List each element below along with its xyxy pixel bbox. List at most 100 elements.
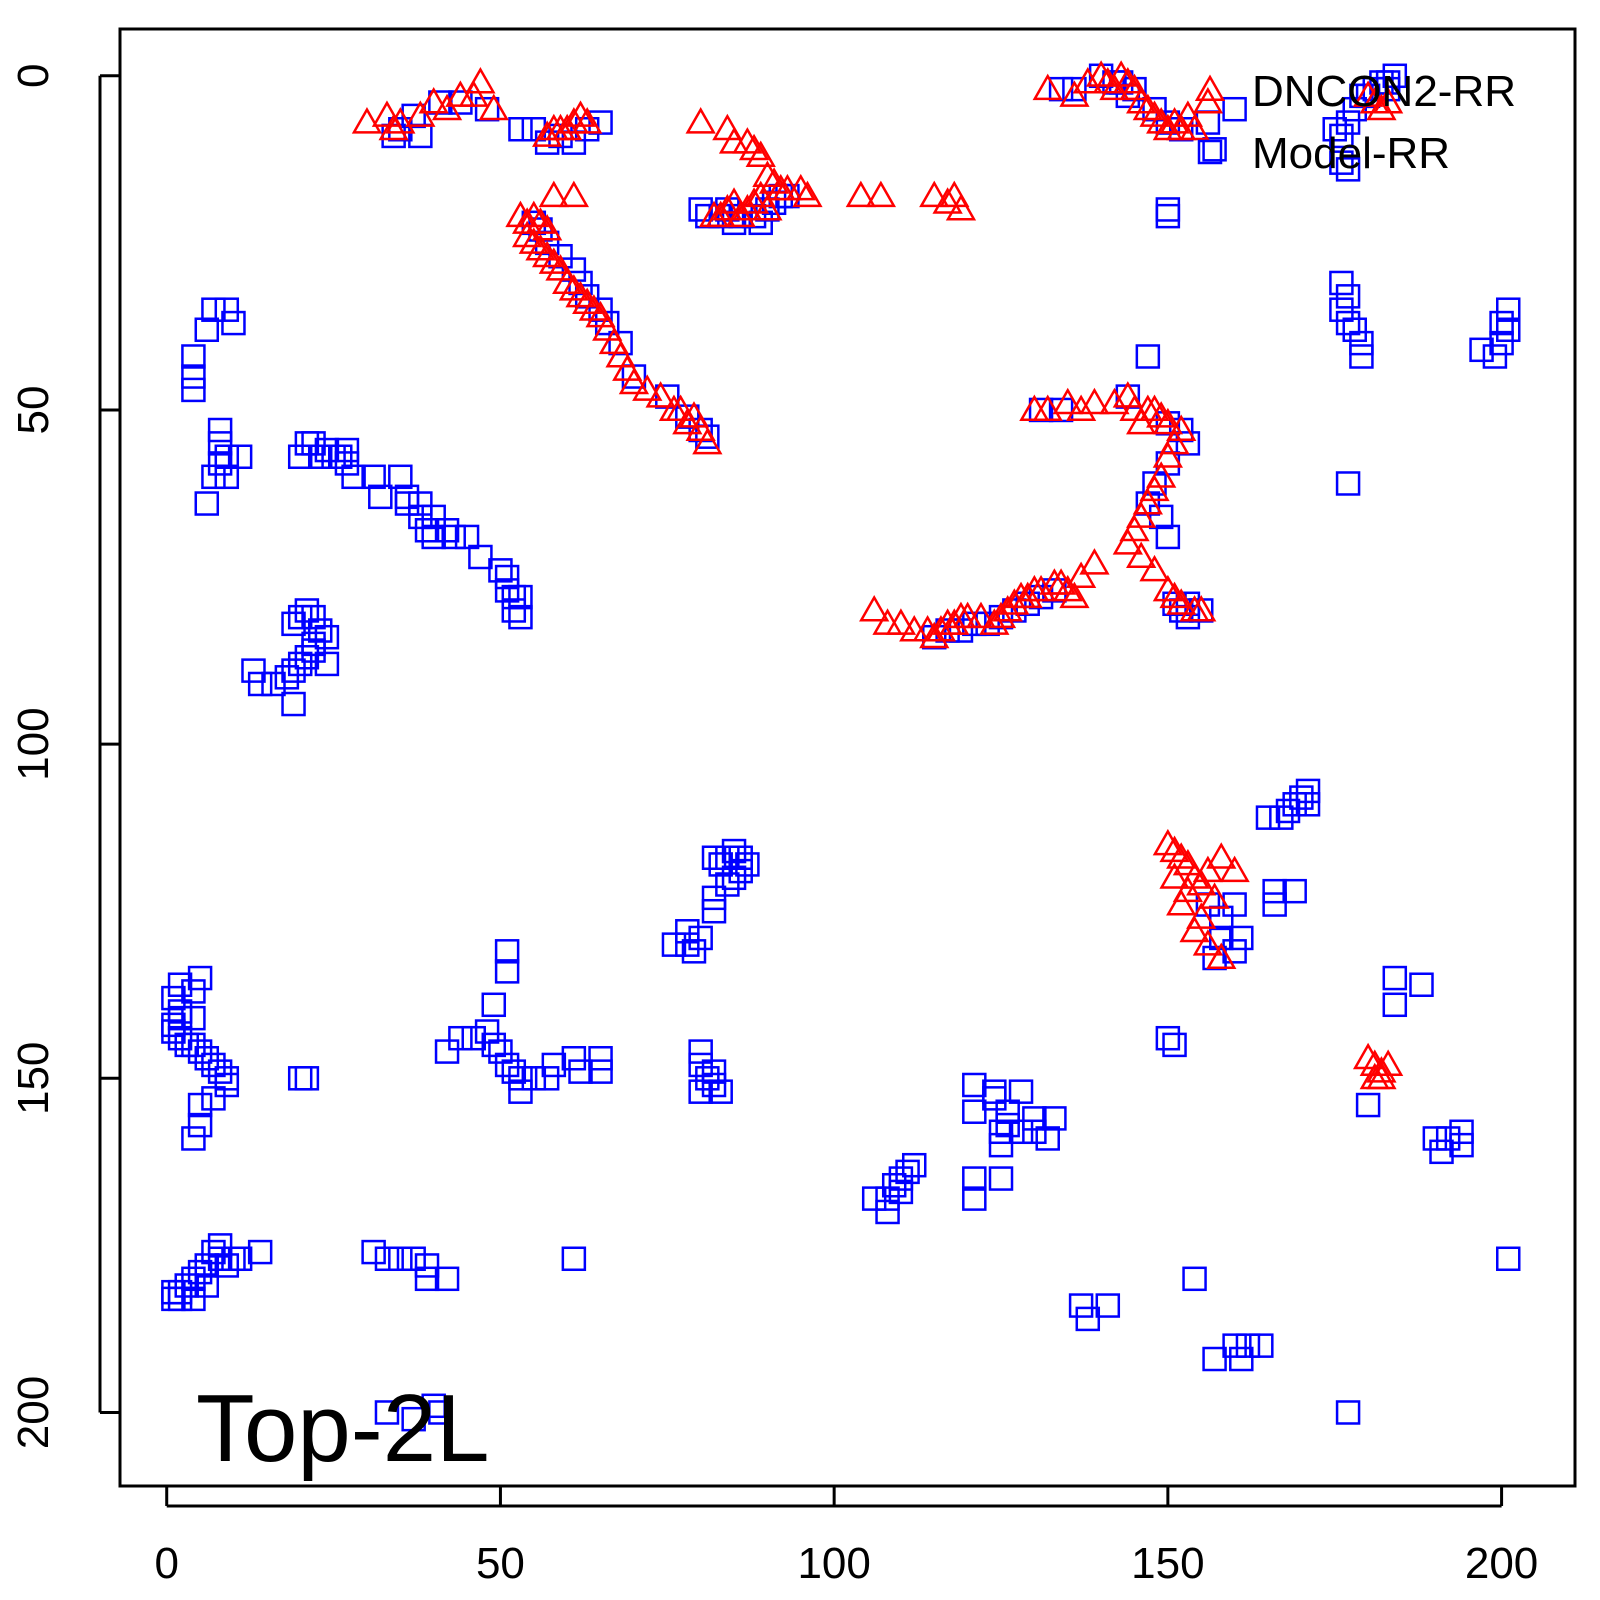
model-point xyxy=(508,584,533,610)
model-point xyxy=(735,852,760,877)
model-point xyxy=(488,558,513,583)
model-point xyxy=(1342,96,1367,122)
model-point xyxy=(1095,1293,1121,1318)
dncon2-point xyxy=(578,294,610,321)
dncon2-point xyxy=(1045,568,1077,595)
model-point xyxy=(1262,878,1287,904)
dncon2-point xyxy=(458,80,489,107)
dncon2-point xyxy=(558,180,590,208)
dncon2-point xyxy=(405,100,436,127)
x-tick-label: 100 xyxy=(797,1539,870,1588)
model-point xyxy=(214,444,240,469)
model-point xyxy=(214,1072,240,1098)
model-point xyxy=(988,1132,1014,1158)
dncon2-point xyxy=(845,180,877,208)
dncon2-point xyxy=(1079,387,1110,415)
dncon2-point xyxy=(752,160,783,188)
dncon2-point xyxy=(1179,113,1210,141)
dncon2-point xyxy=(1166,842,1197,869)
x-tick-label: 50 xyxy=(476,1539,525,1588)
model-point xyxy=(207,1246,233,1272)
model-point xyxy=(1329,150,1354,175)
dncon2-point xyxy=(1192,855,1224,883)
model-point xyxy=(328,444,353,469)
model-point xyxy=(1075,1306,1101,1332)
y-tick-label: 200 xyxy=(9,1376,58,1449)
dncon2-point xyxy=(1079,548,1110,575)
model-point xyxy=(594,310,620,336)
model-point xyxy=(1148,504,1174,530)
legend-label: Model-RR xyxy=(1252,129,1450,178)
model-point xyxy=(681,939,707,964)
model-point xyxy=(962,611,987,637)
model-point xyxy=(708,852,733,877)
model-point xyxy=(187,1092,213,1118)
model-point xyxy=(247,1239,273,1265)
model-point xyxy=(294,644,320,670)
x-tick-label: 200 xyxy=(1465,1539,1538,1588)
model-point xyxy=(307,444,333,469)
model-point xyxy=(728,845,753,871)
model-point xyxy=(301,431,326,456)
model-point xyxy=(401,1406,426,1432)
model-point xyxy=(1435,1126,1461,1151)
dncon2-point xyxy=(992,594,1023,622)
model-point xyxy=(1068,1293,1094,1318)
dncon2-point xyxy=(945,193,977,221)
dncon2-point xyxy=(1152,574,1184,602)
model-point xyxy=(421,1393,446,1419)
model-point xyxy=(488,1039,513,1064)
dncon2-point xyxy=(538,180,569,208)
dncon2-point xyxy=(618,367,650,395)
model-point xyxy=(294,598,320,623)
model-point xyxy=(167,1025,193,1051)
model-point xyxy=(875,1186,900,1211)
dncon2-point xyxy=(1012,581,1043,609)
dncon2-point xyxy=(532,120,563,147)
model-point xyxy=(161,1019,186,1044)
dncon2-point xyxy=(431,93,463,121)
dncon2-point xyxy=(465,66,496,94)
model-point xyxy=(1496,1246,1521,1272)
model-point xyxy=(701,885,727,911)
dncon2-point xyxy=(1132,93,1163,121)
model-point xyxy=(214,1253,240,1278)
model-point xyxy=(461,1025,486,1051)
dncon2-point xyxy=(478,93,509,121)
model-point xyxy=(434,518,460,543)
dncon2-point xyxy=(351,107,383,134)
model-point xyxy=(281,691,306,717)
dncon2-point xyxy=(1032,73,1063,101)
model-point xyxy=(434,1266,460,1292)
dncon2-point xyxy=(1206,942,1237,970)
dncon2-point xyxy=(1206,842,1237,869)
dncon2-point xyxy=(1366,93,1397,121)
model-point xyxy=(394,491,420,516)
dncon2-point xyxy=(732,127,763,154)
model-point xyxy=(1295,792,1321,817)
model-point xyxy=(588,1059,613,1084)
dncon2-point xyxy=(758,167,790,194)
dncon2-point xyxy=(725,200,756,228)
model-point xyxy=(247,671,273,697)
model-point xyxy=(281,611,306,637)
dncon2-point xyxy=(1065,394,1097,421)
model-point xyxy=(201,297,226,322)
dncon2-point xyxy=(511,220,543,248)
model-point xyxy=(721,838,747,864)
dncon2-point xyxy=(525,207,556,234)
dncon2-point xyxy=(418,86,449,114)
dncon2-point xyxy=(1366,1062,1397,1090)
model-point xyxy=(181,1005,206,1031)
model-point xyxy=(715,872,740,897)
model-point xyxy=(194,491,220,516)
dncon2-point xyxy=(565,280,596,308)
dncon2-point xyxy=(932,187,963,214)
model-point xyxy=(201,1052,226,1078)
model-point xyxy=(1329,270,1354,296)
model-point xyxy=(1409,972,1434,997)
model-point xyxy=(474,1019,500,1044)
model-point xyxy=(1262,892,1287,917)
model-point xyxy=(728,858,753,884)
dncon2-point xyxy=(1219,855,1250,883)
